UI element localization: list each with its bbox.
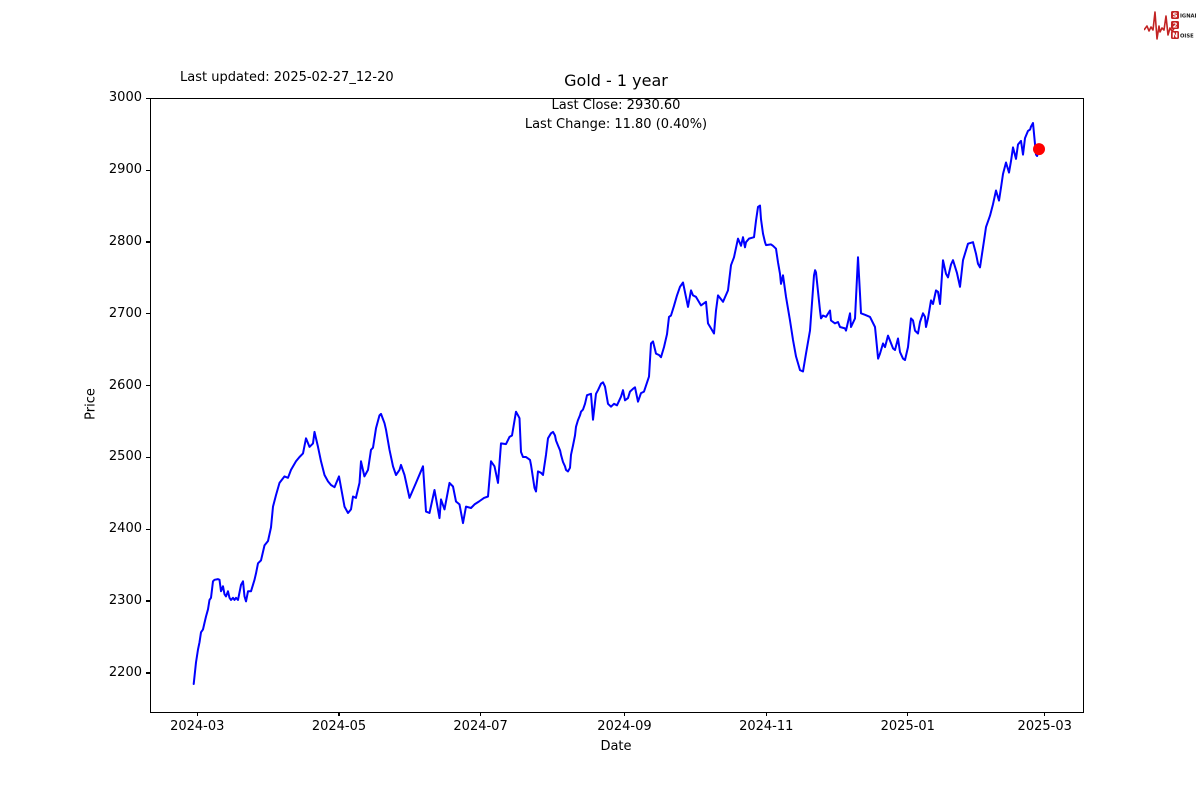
x-tick-label: 2024-05 <box>311 719 367 734</box>
logo-box-2 <box>1171 21 1179 29</box>
last-price-dot <box>1033 143 1045 156</box>
logo-svg: S IGNAL 2 N OISE <box>1143 11 1199 40</box>
chart-annotation: Last Close: 2930.60 Last Change: 11.80 (… <box>150 96 1082 134</box>
y-tick-mark <box>146 672 150 674</box>
signal2noise-logo: S IGNAL 2 N OISE <box>1143 4 1199 50</box>
logo-box-n <box>1171 31 1179 39</box>
logo-text-oise: OISE <box>1180 33 1194 39</box>
plot-area <box>150 98 1084 713</box>
last-updated-text: Last updated: 2025-02-27_12-20 <box>180 70 394 85</box>
y-tick-label: 2300 <box>108 593 142 609</box>
x-tick-mark <box>338 712 340 716</box>
plot-svg <box>192 122 1045 685</box>
x-tick-label: 2025-01 <box>880 719 935 734</box>
chart-title: Gold - 1 year <box>564 71 668 90</box>
x-tick-label: 2024-07 <box>453 719 508 734</box>
last-change-text: Last Change: 11.80 (0.40%) <box>524 117 708 132</box>
x-tick-mark <box>196 712 198 716</box>
logo-letter-s: S <box>1172 12 1177 20</box>
y-tick-label: 2500 <box>108 449 142 465</box>
x-tick-label: 2024-03 <box>170 719 225 734</box>
logo-letter-2: 2 <box>1173 22 1178 30</box>
x-tick-label: 2025-03 <box>1017 719 1072 734</box>
last-close-text: Last Close: 2930.60 <box>551 98 681 113</box>
x-tick-mark <box>623 712 626 716</box>
x-axis-label: Date <box>600 739 632 754</box>
x-tick-mark <box>765 712 767 716</box>
y-tick-mark <box>146 313 150 315</box>
logo-waveform-icon <box>1143 11 1175 40</box>
y-tick-label: 2800 <box>108 233 142 249</box>
y-tick-label: 2400 <box>108 521 142 537</box>
y-tick-mark <box>146 97 150 99</box>
y-tick-label: 2700 <box>108 305 142 321</box>
price-line <box>192 122 1040 685</box>
y-tick-mark <box>146 385 150 387</box>
y-tick-label: 2200 <box>108 664 142 680</box>
y-tick-label: 2900 <box>108 162 142 178</box>
y-tick-label: 3000 <box>108 90 142 106</box>
x-tick-label: 2024-09 <box>597 719 652 734</box>
y-tick-mark <box>146 528 150 530</box>
x-tick-mark <box>1044 712 1046 716</box>
logo-text-ignal: IGNAL <box>1180 13 1196 19</box>
x-tick-mark <box>479 712 482 716</box>
x-tick-mark <box>907 712 909 716</box>
y-tick-mark <box>146 241 150 243</box>
logo-box-s <box>1171 11 1179 19</box>
y-tick-label: 2600 <box>108 377 142 393</box>
y-tick-mark <box>146 169 150 171</box>
y-tick-mark <box>146 600 150 602</box>
x-tick-label: 2024-11 <box>739 719 794 734</box>
logo-letter-n: N <box>1172 32 1178 40</box>
y-tick-mark <box>146 456 150 459</box>
